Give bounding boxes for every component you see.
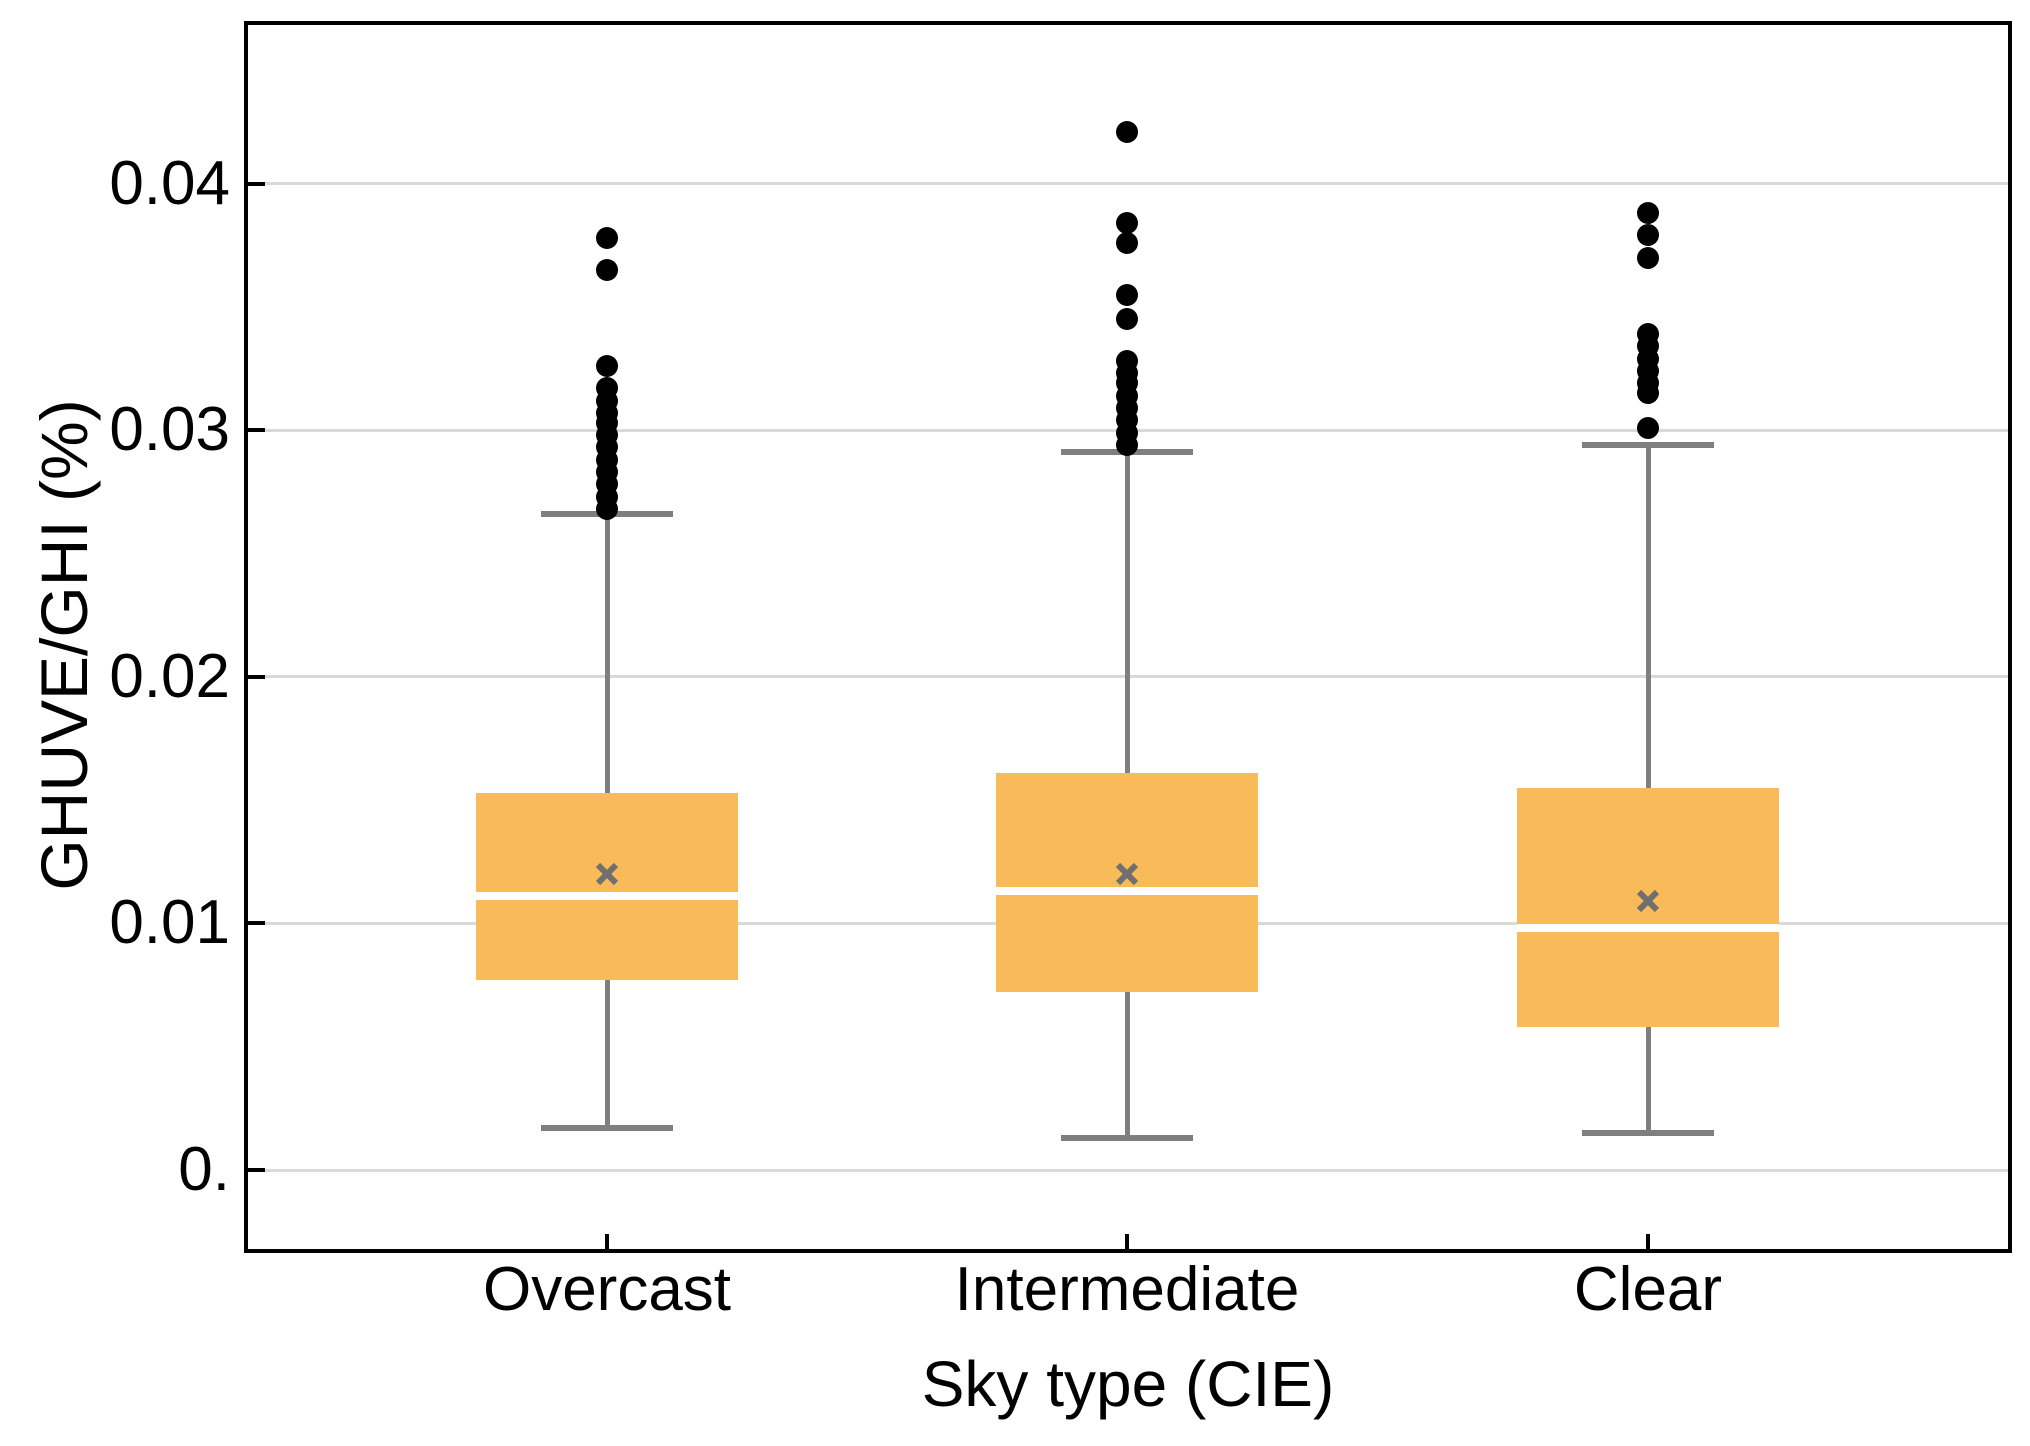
outlier-dot — [1637, 202, 1659, 225]
lower-whisker-cap-Overcast — [541, 1125, 673, 1132]
outlier-dot — [1116, 433, 1138, 456]
mean-marker-x-icon — [1113, 860, 1141, 888]
outlier-dot — [596, 258, 618, 281]
outlier-dot — [596, 226, 618, 249]
outlier-dot — [1116, 120, 1138, 143]
y-axis-title: GHUVE/GHI (%) — [27, 399, 101, 891]
y-tick-label: 0.02 — [109, 641, 230, 711]
outlier-dot — [1116, 308, 1138, 331]
outlier-dot — [1116, 212, 1138, 235]
y-tick-mark — [246, 921, 265, 926]
outlier-dot — [1637, 382, 1659, 405]
upper-whisker-Intermediate — [1124, 452, 1130, 773]
box-Overcast — [476, 792, 738, 981]
gridline-y-0.04 — [246, 182, 2010, 186]
y-tick-mark — [246, 181, 265, 186]
lower-whisker-Intermediate — [1124, 992, 1130, 1138]
x-tick-label-Clear: Clear — [1573, 1255, 1723, 1324]
mean-marker-x-icon — [593, 860, 621, 888]
upper-whisker-Overcast — [604, 514, 610, 793]
outlier-dot — [1116, 283, 1138, 306]
outlier-dot — [596, 498, 618, 521]
outlier-dot — [1637, 246, 1659, 269]
lower-whisker-cap-Clear — [1582, 1130, 1714, 1136]
lower-whisker-Overcast — [604, 980, 610, 1129]
outlier-dot — [596, 355, 618, 378]
median-line-Intermediate — [996, 887, 1258, 896]
y-tick-label: 0.01 — [109, 888, 230, 958]
y-tick-label: 0.04 — [109, 148, 230, 218]
lower-whisker-Clear — [1645, 1026, 1651, 1133]
x-tick-label-Intermediate: Intermediate — [954, 1255, 1300, 1324]
lower-whisker-cap-Intermediate — [1061, 1134, 1193, 1141]
median-line-Overcast — [476, 892, 738, 901]
outlier-dot — [1637, 416, 1659, 439]
x-tick-mark — [1646, 1234, 1650, 1250]
x-tick-label-Overcast: Overcast — [482, 1255, 732, 1324]
y-tick-mark — [246, 428, 265, 433]
y-tick-mark — [246, 674, 265, 679]
x-axis-title: Sky type (CIE) — [921, 1348, 1335, 1420]
gridline-y-0. — [246, 1168, 2010, 1172]
x-tick-mark — [1125, 1234, 1129, 1250]
outlier-dot — [1637, 224, 1659, 247]
box-Clear — [1517, 787, 1779, 1027]
y-tick-label: 0. — [178, 1135, 230, 1204]
upper-whisker-cap-Clear — [1582, 441, 1714, 448]
median-line-Clear — [1517, 924, 1779, 933]
y-tick-mark — [246, 1168, 265, 1172]
mean-marker-x-icon — [1634, 887, 1662, 915]
box-Intermediate — [996, 772, 1258, 993]
x-tick-mark — [605, 1234, 609, 1250]
upper-whisker-Clear — [1645, 444, 1651, 788]
y-tick-label: 0.03 — [109, 395, 230, 465]
outlier-dot — [1116, 231, 1138, 254]
